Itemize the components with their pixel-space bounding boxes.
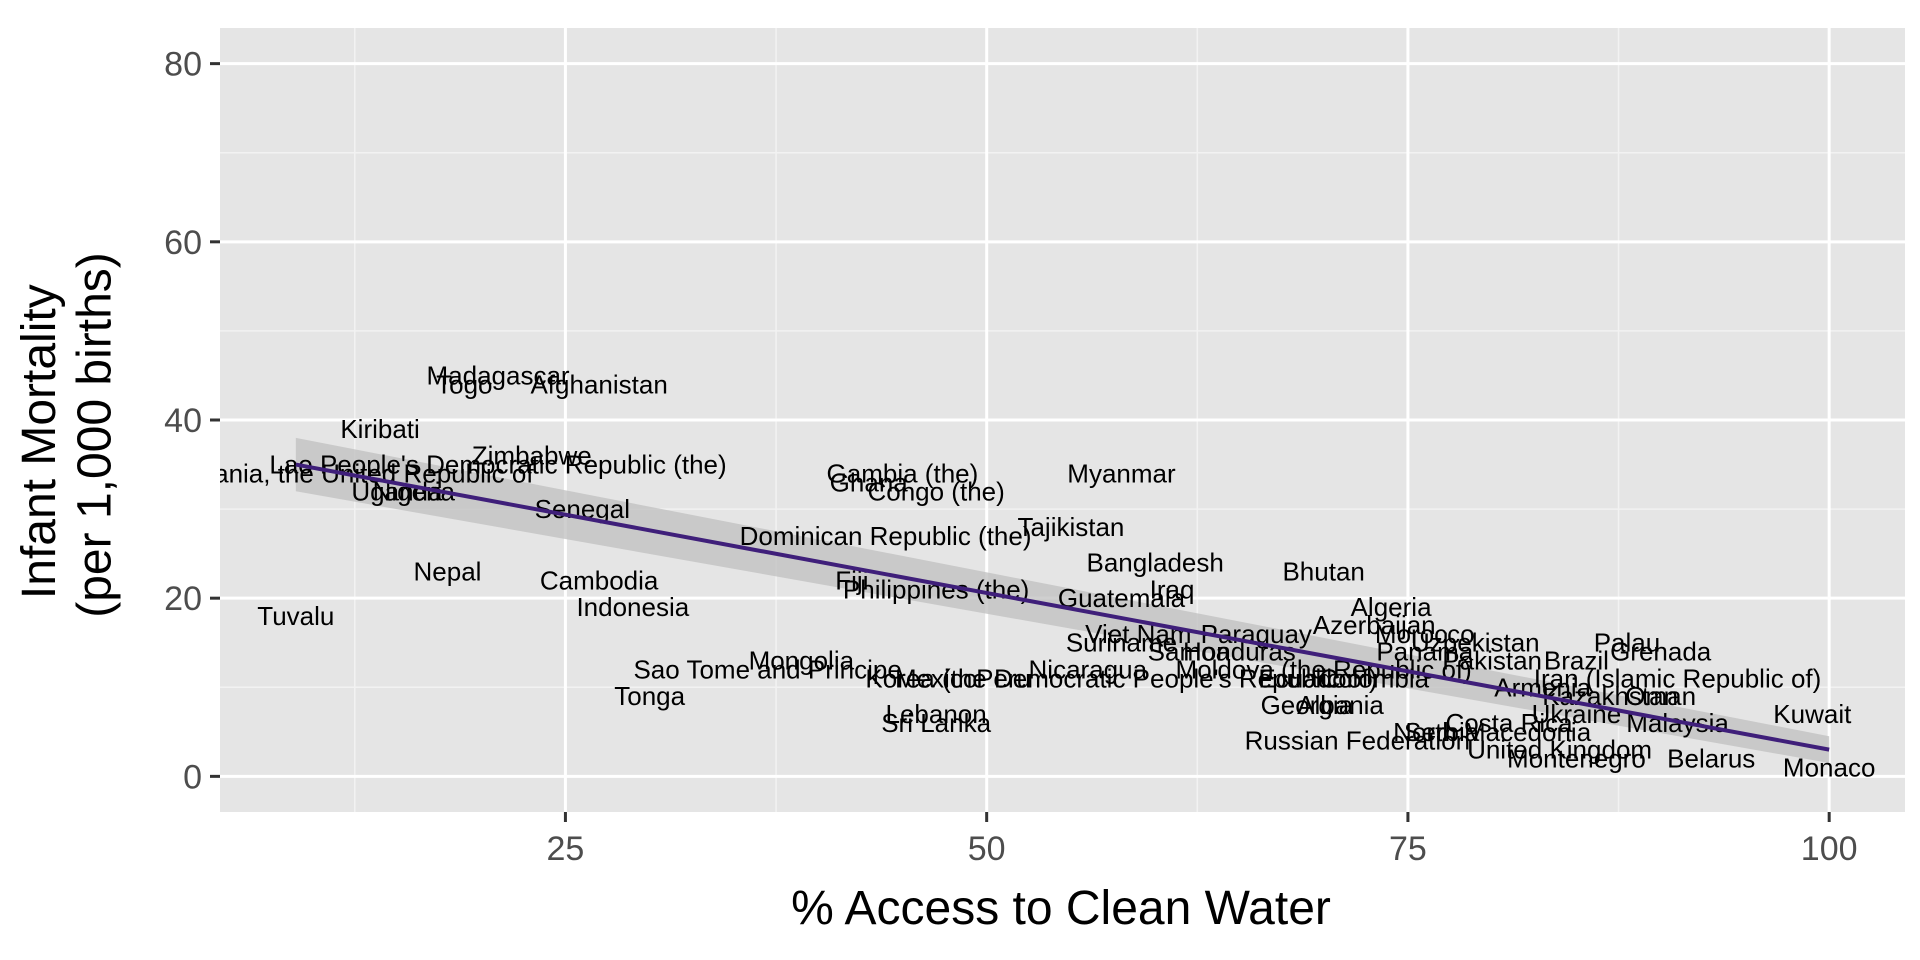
x-tick-label: 25 [547,830,585,868]
country-label: Myanmar [1067,458,1176,488]
country-label: Iraq [1150,574,1195,604]
country-label: Uzbekistan [1411,628,1540,658]
country-label: Viet Nam [1085,619,1191,649]
country-label: Kuwait [1773,699,1852,729]
country-label: Brazil [1544,646,1609,676]
country-label: Sri Lanka [881,708,991,738]
x-tick-label: 100 [1801,830,1858,868]
country-label: Pakistan [1442,646,1542,676]
country-label: United Kingdom [1467,735,1652,765]
y-axis-title-line-2: (per 1,000 births) [68,252,121,618]
country-label: Kazakhstan [1542,681,1678,711]
country-label: Samoa [1148,637,1231,667]
y-axis-title-line-1: Infant Mortality [13,284,66,599]
country-label: Grenada [1610,637,1712,667]
country-label: Algeria [1351,592,1432,622]
country-label: Russian Federation [1245,726,1470,756]
country-label: Kiribati [340,414,419,444]
x-tick-label: 75 [1389,830,1427,868]
country-label: Lebanon [886,699,987,729]
country-label: Zimbabwe [472,441,592,471]
country-label: Gambia (the) [827,458,979,488]
country-label: Cambodia [540,565,659,595]
country-label: Oman [1625,681,1696,711]
country-label: Tuvalu [257,601,334,631]
country-label: Philippines (the) [843,574,1029,604]
country-label: Ghana [830,467,909,497]
country-label: Albania [1297,690,1384,720]
x-tick-label: 50 [968,830,1006,868]
country-label: Bhutan [1282,556,1364,586]
country-label: Montenegro [1507,744,1646,774]
confidence-band [295,437,1830,763]
country-label: Palau [1594,628,1661,658]
country-label: Nicaragua [1029,654,1148,684]
country-label: Peru [976,663,1031,693]
country-label: Korea (the Democratic People's Republic … [865,663,1377,693]
country-label: Serbia [1404,717,1480,747]
country-label: Moldova (the Republic of) [1176,654,1472,684]
country-label: Nepal [414,556,482,586]
country-label: Bangladesh [1087,548,1224,578]
axes: 25 50 75 100 0 20 40 60 80 [164,46,1857,868]
trend-line [295,462,1830,752]
regression-line [295,462,1830,752]
y-tick-label: 20 [164,580,202,618]
y-tick-label: 0 [183,758,202,796]
country-label: Madagascar [426,360,569,390]
country-label: Togo [436,369,492,399]
country-label: Tanzania, the United Republic of [159,458,534,488]
country-label: Panama [1376,637,1473,667]
x-axis-title: % Access to Clean Water [791,882,1331,935]
country-label: Costa Rica [1445,708,1573,738]
country-label: Uganda [351,476,443,506]
country-label: Tajikistan [1017,512,1124,542]
country-label: Suriname [1066,628,1177,658]
y-tick-label: 80 [164,46,202,84]
country-label: Georgia [1261,690,1354,720]
country-label: Congo (the) [867,476,1004,506]
y-axis-title: Infant Mortality (per 1,000 births) [13,252,121,618]
country-label: Sao Tome and Principe [633,654,901,684]
country-label: North Macedonia [1393,717,1592,747]
country-label: Dominican Republic (the) [740,521,1032,551]
country-label: Iran (Islamic Republic of) [1534,663,1822,693]
country-label: Azerbaijan [1313,610,1436,640]
country-label: Morocco [1375,619,1475,649]
country-label: Tonga [614,681,685,711]
y-tick-label: 60 [164,224,202,262]
country-label: Mexico [895,663,977,693]
country-label: Mongolia [749,646,855,676]
y-tick-label: 40 [164,402,202,440]
country-label: Monaco [1783,752,1876,782]
country-label: Indonesia [576,592,689,622]
country-label: Belarus [1667,744,1755,774]
confidence-band-area [295,437,1830,763]
country-label: Colombia [1319,663,1429,693]
country-label: Ecuador [1258,663,1355,693]
country-label: Afghanistan [530,369,667,399]
